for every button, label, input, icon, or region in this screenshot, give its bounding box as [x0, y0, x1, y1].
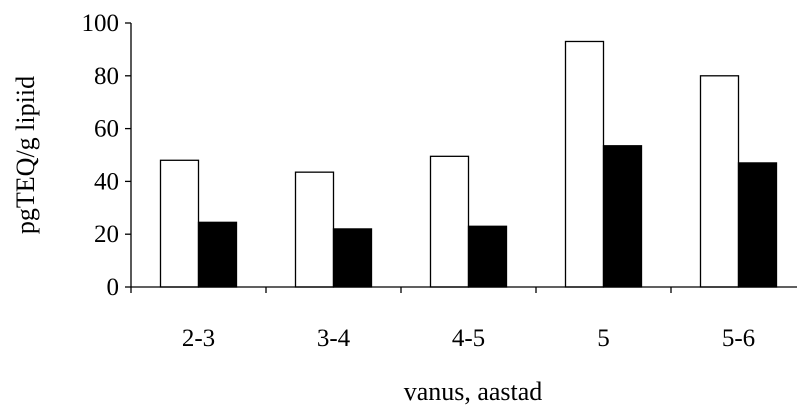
bar-series-2-4-5 [467, 225, 508, 288]
bar-series-1-2-3 [159, 159, 200, 288]
bar-series-1-4-5 [429, 155, 470, 288]
bar-series-2-5 [602, 145, 643, 288]
y-tick-label: 0 [107, 274, 120, 301]
labels-layer: 0 20 40 60 80 100 2-3 3-4 4-5 5 5-6 [82, 10, 756, 352]
y-tick-label: 60 [94, 116, 119, 143]
y-tick-label: 80 [94, 63, 119, 90]
x-tick-label: 3-4 [317, 325, 351, 352]
x-tick-label: 5 [597, 325, 610, 352]
x-tick-label: 5-6 [722, 325, 755, 352]
bar-series-1-5 [564, 40, 605, 288]
bars-layer [159, 40, 778, 288]
bar-series-2-5-6 [737, 162, 778, 288]
y-tick-label: 100 [82, 10, 120, 37]
x-tick-label: 4-5 [452, 325, 485, 352]
y-tick-label: 20 [94, 221, 119, 248]
bar-series-2-3-4 [332, 228, 373, 288]
x-tick-label: 2-3 [182, 325, 215, 352]
bar-series-2-2-3 [197, 221, 238, 288]
axes-layer [125, 22, 797, 293]
y-tick-label: 40 [94, 168, 119, 195]
x-axis-title: vanus, aastad [404, 377, 543, 406]
bar-series-1-5-6 [699, 75, 740, 288]
bar-series-1-3-4 [294, 171, 335, 288]
y-axis-title: pgTEQ/g lipiid [11, 76, 40, 234]
